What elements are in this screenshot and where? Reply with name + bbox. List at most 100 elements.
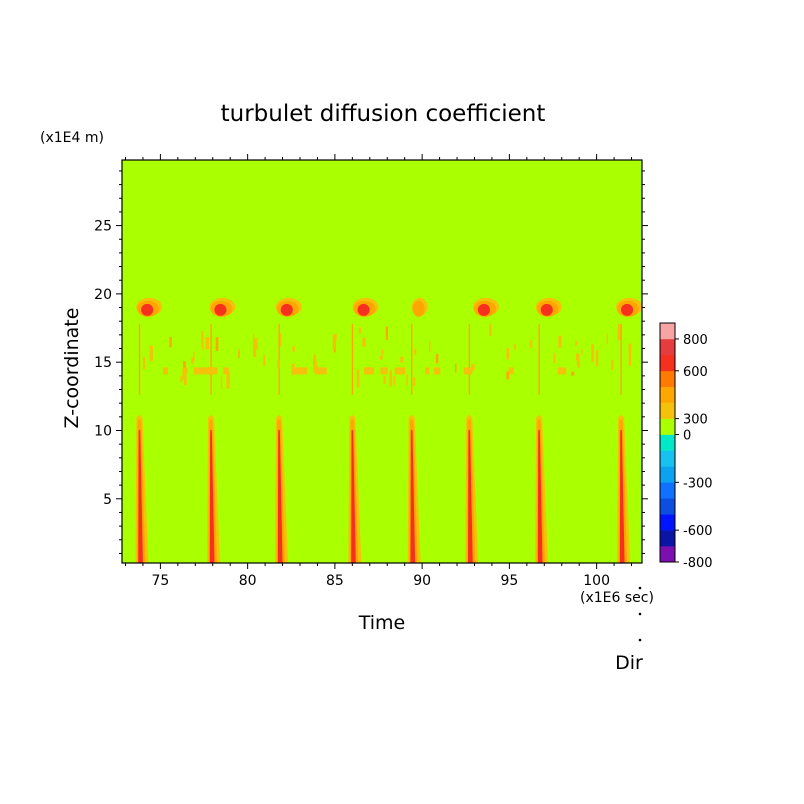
colorbar-tick-label: -600 (683, 524, 713, 539)
colorbar-segment (660, 434, 675, 451)
colorbar-segment (660, 546, 675, 563)
mid-row-patch (364, 367, 375, 375)
mid-row-patch (205, 367, 213, 375)
colorbar-tick-label: 800 (683, 333, 708, 348)
colorbar-tick-label: -800 (683, 556, 713, 571)
colorbar-segment (660, 450, 675, 467)
mid-patch (576, 354, 580, 366)
mid-patch (252, 340, 257, 357)
y-tick-label: 10 (94, 423, 112, 439)
dir-dot (638, 612, 642, 616)
mid-patch (514, 344, 516, 350)
mid-patch (358, 327, 361, 334)
colorbar-segment (660, 338, 675, 356)
mid-row-patch (162, 367, 168, 375)
y-tick-label: 15 (94, 355, 112, 371)
colorbar-tick-label: 600 (683, 365, 708, 380)
mid-patch (575, 340, 578, 346)
colorbar-segment (660, 498, 675, 515)
x-axis: 75 80 85 90 95 100 (124, 154, 633, 589)
plot-area (122, 160, 642, 563)
mid-patch (380, 355, 383, 360)
mid-patch (220, 376, 223, 389)
mid-row-patch (223, 367, 229, 375)
plot-frame (121, 159, 643, 564)
mid-row-patch (197, 367, 203, 375)
colorbar-segment (660, 530, 675, 547)
y-tick-label: 5 (103, 492, 112, 508)
mid-patch (406, 374, 408, 386)
mid-patch (413, 377, 416, 386)
mid-patch (381, 349, 384, 355)
mid-patch (191, 356, 194, 365)
mid-patch (471, 364, 475, 371)
event-streak-peak (138, 430, 143, 563)
mid-row-patch (425, 367, 430, 375)
mid-row-patch (317, 367, 327, 375)
mid-row-patch (193, 367, 198, 375)
x-tick-label: 80 (239, 573, 257, 589)
x-tick-label: 75 (151, 573, 169, 589)
mid-patch (277, 360, 281, 368)
colorbar-segment (660, 514, 675, 531)
x-tick-label: 100 (583, 573, 610, 589)
mid-patch (292, 346, 296, 352)
event-streak-peak (410, 430, 416, 563)
direction-markers (638, 586, 642, 642)
colorbar-segment (660, 482, 675, 499)
colorbar-tick-label: 300 (683, 413, 708, 428)
mid-patch (202, 334, 204, 351)
upper-blob-core (477, 303, 491, 316)
mid-patch (205, 336, 209, 350)
mid-patch (226, 371, 230, 389)
event-trace (620, 323, 622, 395)
upper-blob-mid (412, 300, 425, 317)
colorbar-segment (660, 418, 675, 435)
x-tick-label: 85 (326, 573, 344, 589)
y-axis-unit: (x1E4 m) (40, 130, 104, 146)
event-streak-peak (619, 430, 625, 563)
colorbar-tick-label: -300 (683, 476, 713, 491)
mid-patch (580, 349, 583, 355)
mid-patch (142, 356, 146, 370)
dir-dot (638, 586, 642, 590)
mid-patch (279, 333, 282, 347)
event-trace (138, 323, 141, 395)
mid-patch (529, 340, 533, 348)
mid-patch (362, 337, 366, 347)
mid-patch (553, 352, 556, 364)
field-background (122, 160, 642, 563)
mid-patch (169, 336, 172, 348)
event-streak-peak (209, 430, 215, 563)
mid-patch (385, 326, 388, 340)
mid-row-patch (433, 367, 441, 375)
x-axis-unit: (x1E6 sec) (580, 590, 654, 606)
mid-patch (183, 360, 186, 372)
mid-patch (215, 337, 219, 351)
upper-blob-core (141, 303, 154, 316)
mid-patch (183, 375, 187, 385)
mid-patch (596, 350, 599, 367)
mid-patch (201, 331, 204, 348)
y-axis-label: Z-coordinate (61, 308, 83, 429)
mid-patch (400, 356, 404, 363)
x-tick-label: 95 (500, 573, 518, 589)
mid-patch (617, 324, 621, 341)
mid-patch (435, 354, 439, 364)
mid-patch (383, 375, 386, 384)
mid-patch (606, 333, 608, 344)
mid-row-patch (297, 367, 308, 375)
event-trace (468, 323, 471, 395)
colorbar-segment (660, 466, 675, 483)
x-tick-label: 90 (413, 573, 431, 589)
event-streak-peak (537, 430, 543, 563)
mid-patch (180, 375, 183, 383)
mid-patch (571, 371, 575, 376)
mid-row-patch (557, 367, 567, 375)
mid-patch (429, 341, 431, 352)
upper-blob-core (357, 303, 370, 316)
mid-patch (489, 323, 492, 337)
mid-patch (182, 370, 186, 380)
